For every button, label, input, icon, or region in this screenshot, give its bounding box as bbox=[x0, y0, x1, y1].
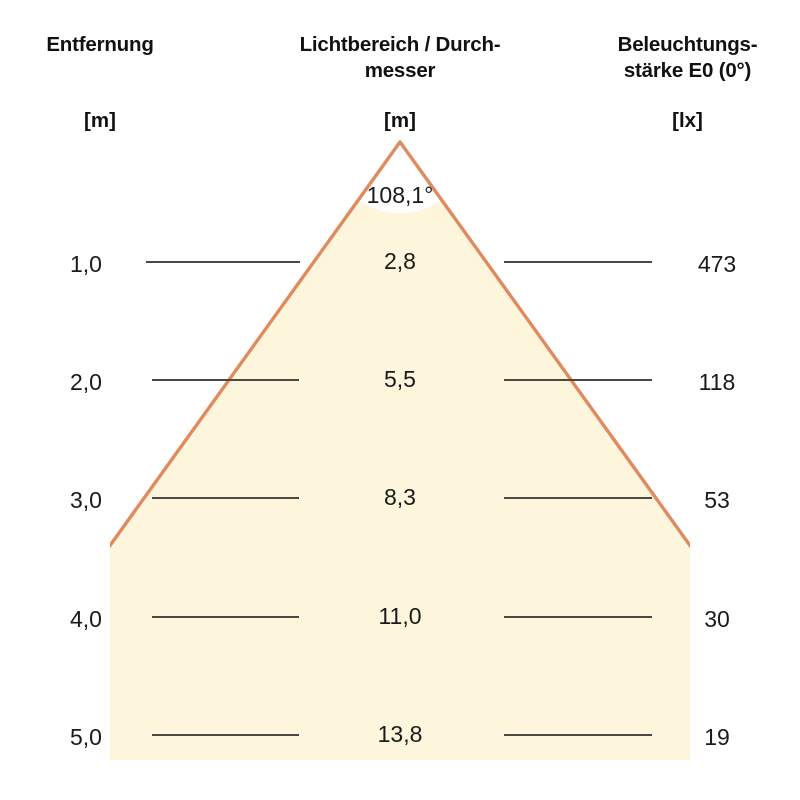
header-diameter: Lichtbereich / Durch- messer bbox=[299, 33, 501, 82]
beam-edge-right bbox=[398, 140, 690, 549]
diameter-value-2: 5,5 bbox=[384, 366, 416, 392]
diameter-value-1: 2,8 bbox=[384, 248, 416, 274]
header-illuminance-unit: [lx] bbox=[672, 109, 703, 132]
illuminance-value-4: 30 bbox=[704, 606, 730, 632]
distance-value-5: 5,0 bbox=[70, 724, 102, 750]
beam-angle-arc-cutout bbox=[354, 142, 446, 214]
header-distance: Entfernung bbox=[46, 33, 154, 56]
illuminance-value-2: 118 bbox=[698, 369, 736, 395]
diameter-value-3: 8,3 bbox=[384, 484, 416, 510]
distance-value-3: 3,0 bbox=[70, 487, 102, 513]
distance-value-4: 4,0 bbox=[70, 606, 102, 632]
diameter-value-5: 13,8 bbox=[377, 721, 423, 747]
beam-edge-left bbox=[110, 140, 402, 549]
illuminance-value-3: 53 bbox=[704, 487, 730, 513]
header-diameter-unit: [m] bbox=[384, 109, 416, 132]
illuminance-value-5: 19 bbox=[704, 724, 730, 750]
header-illuminance: Beleuchtungs- stärke E0 (0°) bbox=[617, 33, 758, 82]
row-tick-lines bbox=[146, 261, 652, 736]
illuminance-value-1: 473 bbox=[697, 251, 737, 277]
distance-value-2: 2,0 bbox=[70, 369, 102, 395]
beam-cone-fill bbox=[110, 142, 690, 760]
diameter-value-4: 11,0 bbox=[378, 603, 422, 629]
distance-value-1: 1,0 bbox=[70, 251, 102, 277]
header-distance-unit: [m] bbox=[84, 109, 116, 132]
beam-angle-label: 108,1° bbox=[366, 182, 434, 208]
beam-cone-fill-group bbox=[110, 140, 690, 760]
